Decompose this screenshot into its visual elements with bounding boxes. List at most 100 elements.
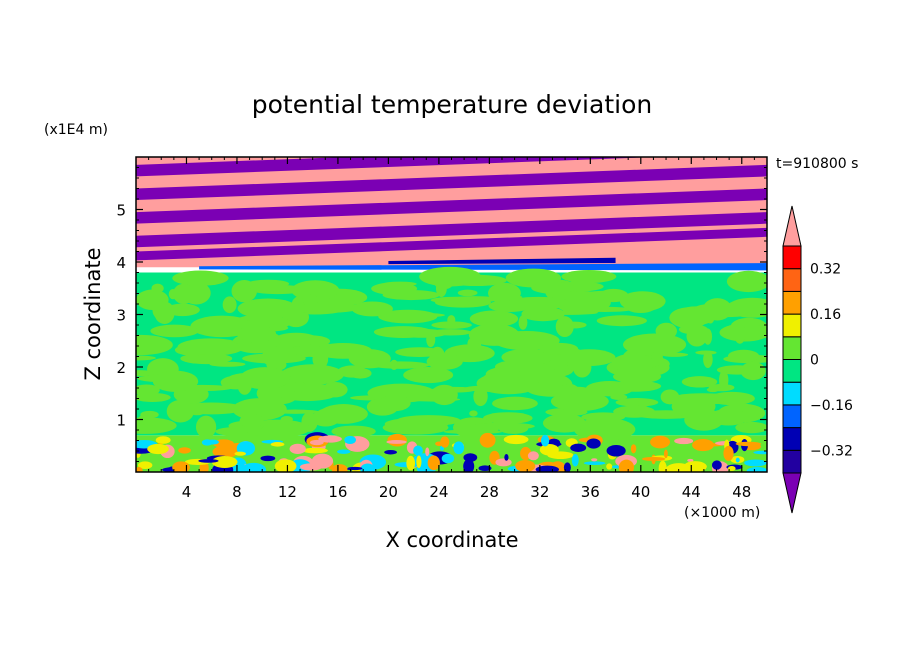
colorbar-label: −0.16 [810, 398, 853, 414]
y-unit-label: (x1E4 m) [44, 122, 108, 138]
turbulent-blob [211, 456, 238, 468]
mottled-spot [518, 315, 528, 330]
turbulent-blob [563, 462, 571, 472]
x-tick-label: 28 [480, 483, 499, 501]
mottled-spot [487, 282, 521, 304]
mottled-spot [694, 303, 758, 314]
x-axis-label: X coordinate [385, 528, 518, 552]
y-tick-label: 3 [116, 307, 126, 325]
mottled-spot [735, 421, 767, 434]
turbulent-blob [441, 453, 455, 464]
turbulent-blob [425, 447, 430, 457]
mottled-spot [166, 399, 195, 423]
mottled-spot [337, 365, 367, 378]
turbulent-blob [309, 439, 324, 446]
turbulent-blob [241, 462, 267, 472]
mottled-spot [611, 353, 655, 373]
turbulent-blob [606, 463, 613, 470]
mottled-spot [740, 361, 766, 381]
y-axis-label: Z coordinate [81, 247, 105, 380]
turbulent-blob [711, 460, 722, 470]
turbulent-blob [586, 438, 601, 449]
mottled-spot [562, 321, 587, 329]
y-tick-label: 4 [116, 254, 126, 272]
mottled-spot [292, 381, 307, 393]
mottled-spot [151, 283, 164, 294]
mottled-spot [237, 375, 252, 395]
mottled-spot [734, 324, 746, 344]
turbulent-blob [535, 465, 560, 472]
mottled-spot [431, 321, 472, 329]
x-tick-label: 36 [581, 483, 600, 501]
turbulent-blob [663, 449, 668, 459]
colorbar-segment [782, 245, 802, 270]
turbulent-blob [583, 461, 606, 465]
mottled-spot [172, 270, 229, 286]
mottled-spot [573, 417, 636, 441]
stripe [136, 188, 767, 224]
turbulent-blob [386, 440, 407, 444]
mottled-spot [154, 301, 175, 325]
mottled-spot [177, 339, 240, 355]
mottled-spot [660, 389, 680, 405]
field-spots [136, 266, 767, 472]
turbulent-blob [274, 459, 297, 472]
mottled-spot [305, 287, 342, 296]
mottled-spot [586, 290, 626, 296]
colorbar: 0.32 0.16 0 −0.16 −0.32 [782, 205, 853, 514]
mottled-spot [322, 381, 348, 398]
turbulent-blob [289, 443, 306, 455]
mottled-spot [483, 412, 533, 424]
mottled-spot [681, 376, 718, 388]
turbulent-blob [413, 445, 423, 456]
stripe [136, 164, 767, 201]
turbulent-blob [463, 453, 478, 462]
mottled-spot [302, 292, 318, 307]
colorbar-segment [782, 336, 802, 360]
mottled-spot [671, 395, 716, 418]
mottled-spot [501, 348, 553, 366]
mottled-spot [331, 425, 376, 438]
mottled-spot [463, 385, 529, 393]
mottled-spot [177, 402, 246, 415]
turbulent-blob [384, 449, 397, 455]
mottled-spot [719, 370, 729, 391]
mottled-spot [726, 270, 767, 293]
colorbar-segment [782, 359, 802, 383]
turbulent-blob [331, 464, 348, 472]
mottled-spot [390, 359, 399, 371]
turbulent-blob [674, 437, 694, 445]
turbulent-blob [570, 443, 587, 452]
turbulent-blob [618, 459, 635, 472]
colorbar-label: 0.32 [810, 262, 841, 278]
mottled-spot [136, 355, 156, 361]
x-tick-label: 32 [530, 483, 549, 501]
colorbar-arrow-high [782, 205, 802, 247]
mottled-spot [136, 334, 173, 356]
y-axis: 1 2 3 4 5 [116, 167, 767, 462]
turbulent-blob [723, 445, 734, 461]
mottled-spot [395, 312, 445, 318]
turbulent-blob [337, 449, 351, 454]
mottled-spot [136, 392, 171, 402]
y-tick-label: 5 [116, 202, 126, 220]
turbulent-blob [479, 432, 496, 448]
turbulent-blob [172, 461, 190, 472]
turbulent-blob [503, 434, 529, 445]
x-unit-label: (×1000 m) [684, 505, 760, 521]
turbulent-blob [137, 461, 153, 470]
mottled-spot [539, 342, 579, 355]
mottled-spot [236, 346, 301, 352]
turbulent-blob [591, 458, 598, 462]
turbulent-blob [665, 463, 692, 472]
turbulent-blob [178, 447, 191, 454]
turbulent-blob [136, 467, 143, 472]
colorbar-arrow-low [782, 472, 802, 514]
turbulent-blob [406, 455, 416, 471]
turbulent-blob [539, 443, 559, 456]
colorbar-label: 0 [810, 353, 819, 369]
mottled-spot [140, 410, 159, 419]
mottled-spot [270, 306, 324, 313]
turbulent-blob [360, 463, 376, 472]
